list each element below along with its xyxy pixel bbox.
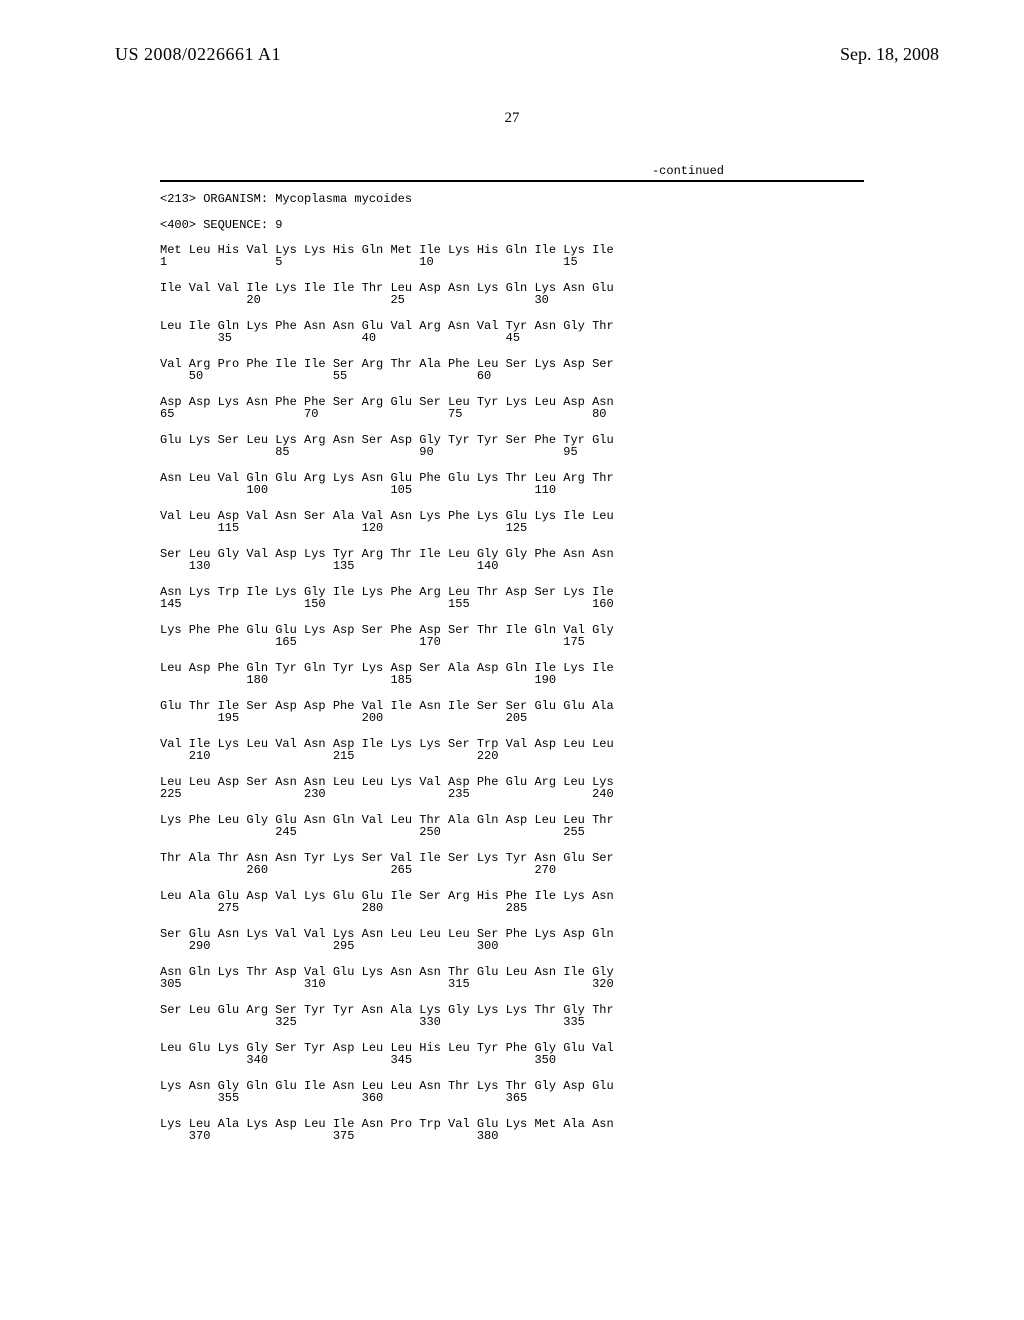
sequence-row: Lys Leu Ala Lys Asp Leu Ile Asn Pro Trp … (160, 1118, 621, 1142)
position-row: 275 280 285 (160, 902, 621, 914)
position-row: 180 185 190 (160, 674, 621, 686)
sequence-row: Val Ile Lys Leu Val Asn Asp Ile Lys Lys … (160, 738, 621, 762)
position-row: 35 40 45 (160, 332, 621, 344)
position-row: 355 360 365 (160, 1092, 621, 1104)
sequence-row: Ser Leu Gly Val Asp Lys Tyr Arg Thr Ile … (160, 548, 621, 572)
position-row: 1 5 10 15 (160, 256, 621, 268)
sequence-row: Asn Lys Trp Ile Lys Gly Ile Lys Phe Arg … (160, 586, 621, 610)
position-row: 100 105 110 (160, 484, 621, 496)
organism-line: <213> ORGANISM: Mycoplasma mycoides (160, 192, 412, 206)
position-row: 210 215 220 (160, 750, 621, 762)
sequence-row: Leu Leu Asp Ser Asn Asn Leu Leu Lys Val … (160, 776, 621, 800)
publication-number: US 2008/0226661 A1 (115, 44, 281, 65)
sequence-row: Val Leu Asp Val Asn Ser Ala Val Asn Lys … (160, 510, 621, 534)
sequence-row: Glu Thr Ile Ser Asp Asp Phe Val Ile Asn … (160, 700, 621, 724)
position-row: 195 200 205 (160, 712, 621, 724)
sequence-row: Thr Ala Thr Asn Asn Tyr Lys Ser Val Ile … (160, 852, 621, 876)
continued-label: -continued (160, 164, 864, 180)
sequence-id-line: <400> SEQUENCE: 9 (160, 218, 282, 232)
sequence-row: Glu Lys Ser Leu Lys Arg Asn Ser Asp Gly … (160, 434, 621, 458)
sequence-row: Ser Leu Glu Arg Ser Tyr Tyr Asn Ala Lys … (160, 1004, 621, 1028)
sequence-row: Leu Glu Lys Gly Ser Tyr Asp Leu Leu His … (160, 1042, 621, 1066)
sequence-row: Val Arg Pro Phe Ile Ile Ser Arg Thr Ala … (160, 358, 621, 382)
position-row: 370 375 380 (160, 1130, 621, 1142)
position-row: 260 265 270 (160, 864, 621, 876)
sequence-row: Ser Glu Asn Lys Val Val Lys Asn Leu Leu … (160, 928, 621, 952)
position-row: 20 25 30 (160, 294, 621, 306)
sequence-row: Ile Val Val Ile Lys Ile Ile Thr Leu Asp … (160, 282, 621, 306)
continued-block: -continued (160, 164, 864, 182)
sequence-row: Leu Ile Gln Lys Phe Asn Asn Glu Val Arg … (160, 320, 621, 344)
position-row: 340 345 350 (160, 1054, 621, 1066)
page: US 2008/0226661 A1 Sep. 18, 2008 27 -con… (0, 0, 1024, 1320)
position-row: 65 70 75 80 (160, 408, 621, 420)
sequence-listing: Met Leu His Val Lys Lys His Gln Met Ile … (160, 244, 621, 1156)
sequence-row: Asn Leu Val Gln Glu Arg Lys Asn Glu Phe … (160, 472, 621, 496)
horizontal-rule (160, 180, 864, 182)
publication-date: Sep. 18, 2008 (840, 44, 939, 65)
position-row: 130 135 140 (160, 560, 621, 572)
position-row: 85 90 95 (160, 446, 621, 458)
sequence-row: Asn Gln Lys Thr Asp Val Glu Lys Asn Asn … (160, 966, 621, 990)
sequence-row: Leu Ala Glu Asp Val Lys Glu Glu Ile Ser … (160, 890, 621, 914)
position-row: 305 310 315 320 (160, 978, 621, 990)
position-row: 50 55 60 (160, 370, 621, 382)
position-row: 165 170 175 (160, 636, 621, 648)
sequence-row: Lys Phe Phe Glu Glu Lys Asp Ser Phe Asp … (160, 624, 621, 648)
page-number: 27 (0, 110, 1024, 127)
sequence-row: Leu Asp Phe Gln Tyr Gln Tyr Lys Asp Ser … (160, 662, 621, 686)
position-row: 115 120 125 (160, 522, 621, 534)
position-row: 145 150 155 160 (160, 598, 621, 610)
sequence-row: Met Leu His Val Lys Lys His Gln Met Ile … (160, 244, 621, 268)
sequence-row: Lys Asn Gly Gln Glu Ile Asn Leu Leu Asn … (160, 1080, 621, 1104)
position-row: 225 230 235 240 (160, 788, 621, 800)
position-row: 245 250 255 (160, 826, 621, 838)
sequence-row: Asp Asp Lys Asn Phe Phe Ser Arg Glu Ser … (160, 396, 621, 420)
position-row: 325 330 335 (160, 1016, 621, 1028)
sequence-row: Lys Phe Leu Gly Glu Asn Gln Val Leu Thr … (160, 814, 621, 838)
position-row: 290 295 300 (160, 940, 621, 952)
